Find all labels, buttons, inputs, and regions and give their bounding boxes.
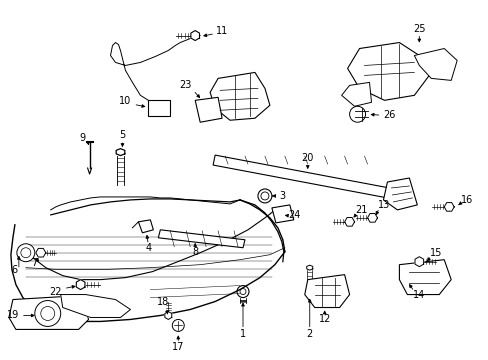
Polygon shape — [271, 205, 293, 223]
Polygon shape — [148, 100, 170, 116]
Polygon shape — [9, 296, 88, 329]
Text: 13: 13 — [378, 200, 390, 210]
Text: 9: 9 — [80, 133, 85, 143]
Polygon shape — [213, 155, 388, 198]
Polygon shape — [36, 248, 46, 257]
Text: 1: 1 — [240, 329, 245, 339]
Polygon shape — [414, 257, 423, 267]
Polygon shape — [341, 82, 371, 106]
Circle shape — [172, 319, 184, 332]
Text: 23: 23 — [179, 80, 191, 90]
Circle shape — [17, 244, 35, 262]
Circle shape — [349, 106, 365, 122]
Text: 22: 22 — [49, 287, 62, 297]
Polygon shape — [443, 203, 453, 211]
Circle shape — [258, 189, 271, 203]
Text: 17: 17 — [172, 342, 184, 352]
Polygon shape — [190, 31, 199, 41]
Text: 19: 19 — [7, 310, 19, 320]
Polygon shape — [158, 230, 244, 248]
Text: 18: 18 — [157, 297, 169, 306]
Polygon shape — [413, 49, 456, 80]
Text: 20: 20 — [301, 153, 313, 163]
Text: 26: 26 — [383, 110, 395, 120]
Polygon shape — [306, 265, 312, 270]
Polygon shape — [61, 294, 130, 318]
Text: 11: 11 — [216, 26, 228, 36]
Text: 24: 24 — [288, 210, 301, 220]
Text: 3: 3 — [279, 191, 285, 201]
Polygon shape — [195, 97, 222, 122]
Polygon shape — [76, 280, 85, 289]
Text: 4: 4 — [145, 243, 151, 253]
Text: 21: 21 — [355, 205, 367, 215]
Polygon shape — [367, 213, 377, 222]
Text: 14: 14 — [412, 289, 425, 300]
Text: 25: 25 — [412, 24, 425, 33]
Polygon shape — [304, 275, 349, 307]
Polygon shape — [164, 311, 171, 319]
Text: 2: 2 — [306, 329, 312, 339]
Text: 7: 7 — [31, 258, 37, 268]
Polygon shape — [138, 220, 153, 233]
Text: 15: 15 — [429, 248, 442, 258]
Text: 8: 8 — [192, 247, 198, 257]
Polygon shape — [347, 42, 428, 100]
Text: 12: 12 — [318, 314, 330, 324]
Text: 5: 5 — [119, 130, 125, 140]
Text: 10: 10 — [119, 96, 131, 106]
Text: 16: 16 — [460, 195, 472, 205]
Polygon shape — [116, 149, 124, 156]
Polygon shape — [344, 217, 354, 226]
Polygon shape — [399, 260, 450, 294]
Polygon shape — [210, 72, 269, 120]
Polygon shape — [383, 178, 416, 210]
Text: 6: 6 — [12, 265, 18, 275]
